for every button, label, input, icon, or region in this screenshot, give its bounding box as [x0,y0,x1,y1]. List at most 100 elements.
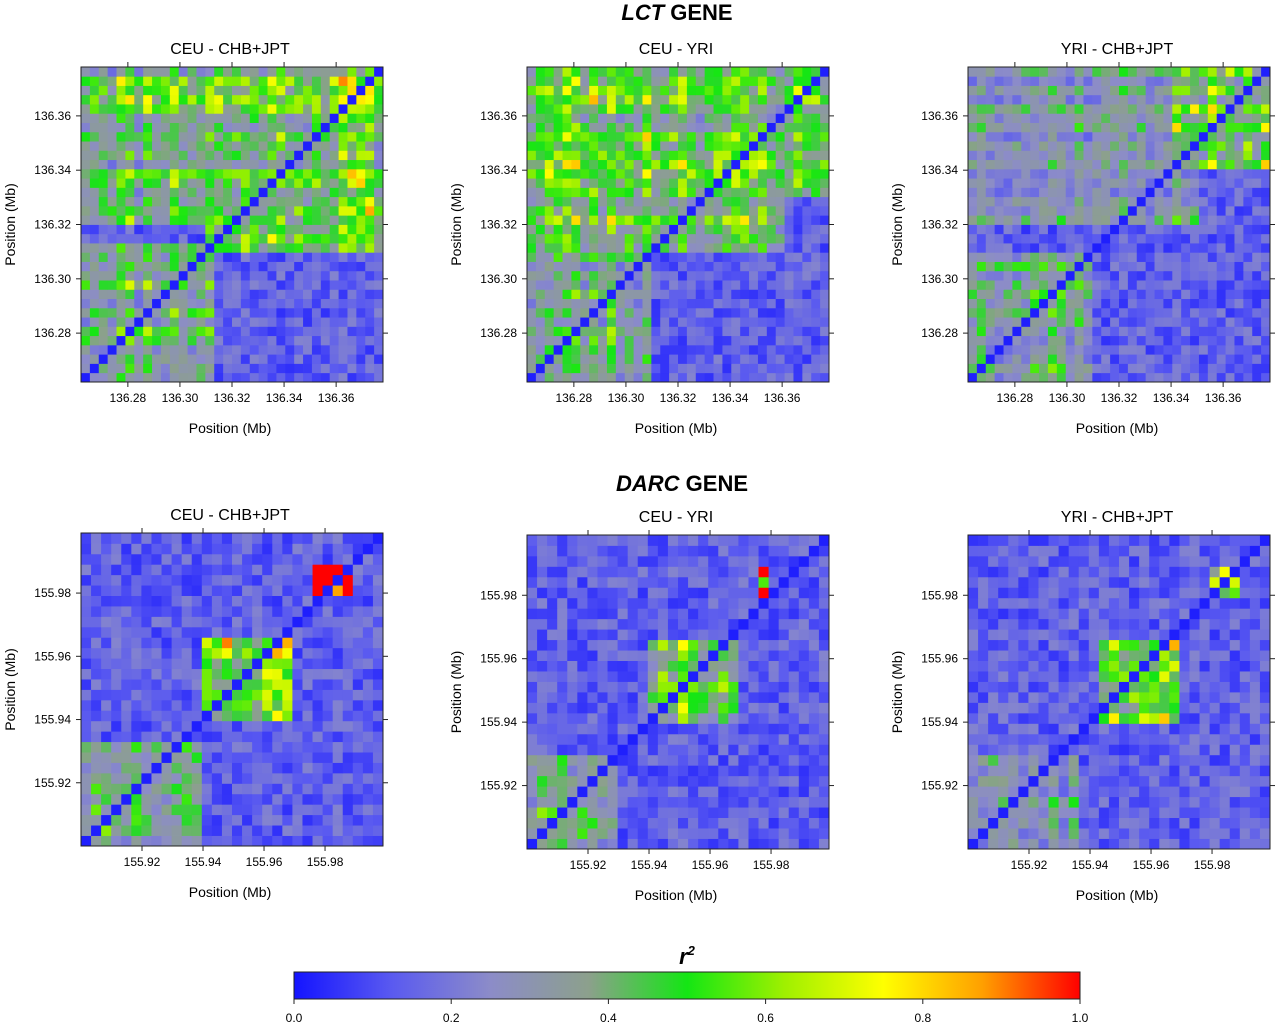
heatmap-cell [633,354,643,364]
heatmap-cell [766,298,777,309]
x-tick-label: 136.32 [1101,391,1138,405]
heatmap-cell [374,372,384,383]
heatmap-cell [788,744,800,756]
heatmap-cell [107,178,117,188]
heatmap-cell [134,85,144,96]
heatmap-cell [161,793,172,805]
heatmap-cell [242,574,253,586]
heatmap-cell [1119,344,1129,355]
heatmap-cell [267,76,277,86]
heatmap-cell [223,280,233,290]
heatmap-cell [107,270,117,281]
heatmap-cell [1065,113,1075,123]
heatmap-cell [704,67,714,77]
heatmap-cell [1021,196,1031,207]
heatmap-cell [651,326,661,337]
heatmap-cell [547,671,558,682]
heatmap-cell [1234,252,1244,262]
heatmap-cell [1127,187,1138,198]
x-tick-label: 136.36 [764,391,801,405]
heatmap-cell [221,553,233,565]
heatmap-cell [740,233,750,244]
heatmap-cell [111,689,122,701]
heatmap-cell [775,159,785,170]
heatmap-cell [731,298,741,309]
heatmap-cell [101,793,112,805]
heatmap-cell [678,261,688,272]
heatmap-cell [651,363,661,374]
heatmap-cell [352,658,364,670]
heatmap-cell [267,122,277,133]
heatmap-cell [1154,205,1164,216]
heatmap-cell [1145,243,1155,253]
heatmap-cell [249,280,260,290]
heatmap-cell [125,335,135,346]
heatmap-cell [374,261,384,272]
heatmap-cell [1190,168,1200,179]
heatmap-cell [651,233,661,244]
heatmap-cell [121,647,132,659]
heatmap-cell [338,289,348,300]
heatmap-cell [338,104,348,114]
heatmap-cell [294,113,304,123]
heatmap-cell [201,752,213,763]
heatmap-cell [713,76,723,86]
heatmap-cell [356,335,366,346]
heatmap-cell [201,835,213,847]
heatmap-cell [285,104,295,114]
heatmap-cell [1012,344,1022,355]
heatmap-cell [1190,243,1200,253]
heatmap-cell [332,595,344,607]
heatmap-cell [160,205,171,216]
heatmap-cell [1225,233,1235,244]
heatmap-cell [1003,335,1013,346]
heatmap-cell [1234,363,1244,374]
heatmap-cell [615,178,626,188]
heatmap-cell [669,289,679,300]
heatmap-cell [758,765,769,777]
heatmap-cell [597,838,608,850]
heatmap-cell [535,159,546,170]
heatmap-cell [356,354,366,364]
heatmap-cell [784,168,794,179]
heatmap-cell [968,289,978,300]
heatmap-cell [537,807,548,818]
heatmap-cell [1234,187,1244,198]
heatmap-cell [107,344,117,355]
heatmap-cell [161,606,172,617]
heatmap-cell [1154,354,1164,364]
heatmap-cell [205,113,215,123]
heatmap-cell [178,261,188,272]
heatmap-cell [642,317,652,327]
heatmap-cell [81,835,92,847]
heatmap-cell [1163,289,1173,300]
heatmap-cell [778,765,790,777]
heatmap-cell [240,233,251,244]
heatmap-cell [615,344,626,355]
heatmap-cell [141,553,152,565]
heatmap-cell [196,344,206,355]
heatmap-cell [1083,335,1093,346]
heatmap-cell [589,252,599,262]
heatmap-cell [320,307,331,318]
heatmap-cell [352,564,364,576]
heatmap-cell [294,205,304,216]
heatmap-cell [232,363,242,374]
heatmap-cell [535,215,546,225]
heatmap-cell [615,289,626,300]
heatmap-cell [577,817,588,829]
heatmap-cell [587,775,598,787]
heatmap-cell [544,372,555,383]
heatmap-cell [778,838,790,850]
heatmap-cell [1207,280,1218,290]
heatmap-cell [211,606,223,617]
heatmap-cell [1030,270,1040,281]
heatmap-cell [116,289,126,300]
heatmap-cell [211,668,223,680]
heatmap-cell [1136,354,1147,364]
heatmap-cell [262,762,273,774]
heatmap-cell [633,205,643,216]
heatmap-cell [527,354,537,364]
heatmap-cell [704,215,714,225]
heatmap-cell [1119,261,1129,272]
